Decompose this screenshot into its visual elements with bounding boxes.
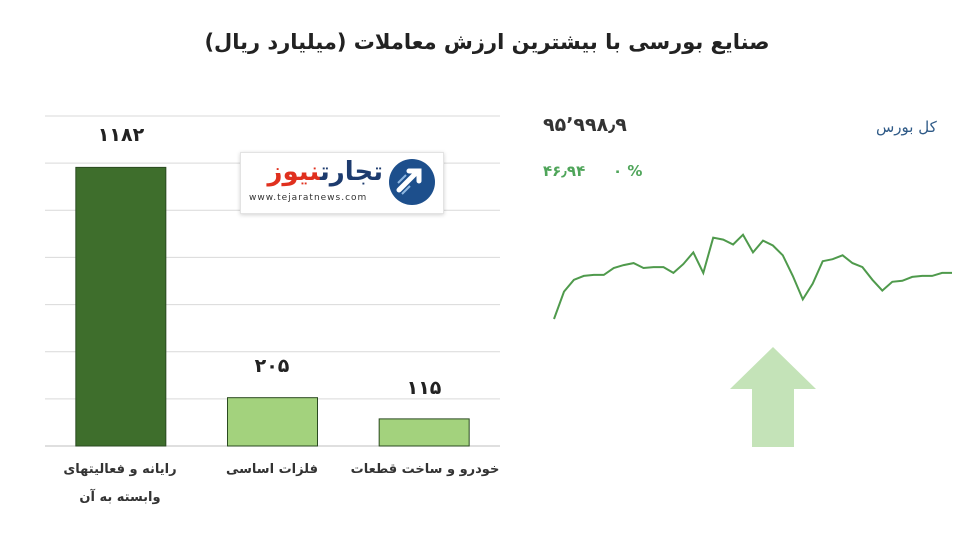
value-label-2: ۲۰۵ xyxy=(254,355,290,377)
bar-3 xyxy=(378,418,470,447)
value-label-1: ۱۱۸۲ xyxy=(97,124,145,146)
logo-arrow-icon xyxy=(389,159,435,205)
logo-url: www.tejaratnews.com xyxy=(249,193,368,203)
value-label-3: ۱۱۵ xyxy=(406,377,442,399)
index-sparkline xyxy=(553,233,952,320)
up-arrow-icon xyxy=(730,347,816,447)
index-change: ۴۶٫۹۴ xyxy=(543,162,586,180)
category-label-3: خودرو و ساخت قطعات xyxy=(350,462,500,477)
category-label-2: فلزات اساسی xyxy=(225,462,318,477)
index-value: ۹۵٬۹۹۸٫۹ xyxy=(543,114,627,136)
logo-text-red: نیوز xyxy=(267,157,321,187)
bar-chart xyxy=(45,115,500,447)
logo-text-dark: تجارت xyxy=(320,157,383,187)
index-title: کل بورس xyxy=(876,118,937,136)
index-change-percent: ۰ % xyxy=(613,162,643,180)
bar-2 xyxy=(227,397,318,447)
logo-text: تجارتنیوز xyxy=(268,157,384,187)
logo: تجارتنیوز www.tejaratnews.com xyxy=(240,152,444,214)
bar-1 xyxy=(75,166,167,447)
category-label-1: رایانه و فعالیتهای وابسته به آن xyxy=(63,462,177,505)
sparkline-path xyxy=(553,233,952,320)
chart-title: صنایع بورسی با بیشترین ارزش معاملات (میل… xyxy=(204,30,770,54)
